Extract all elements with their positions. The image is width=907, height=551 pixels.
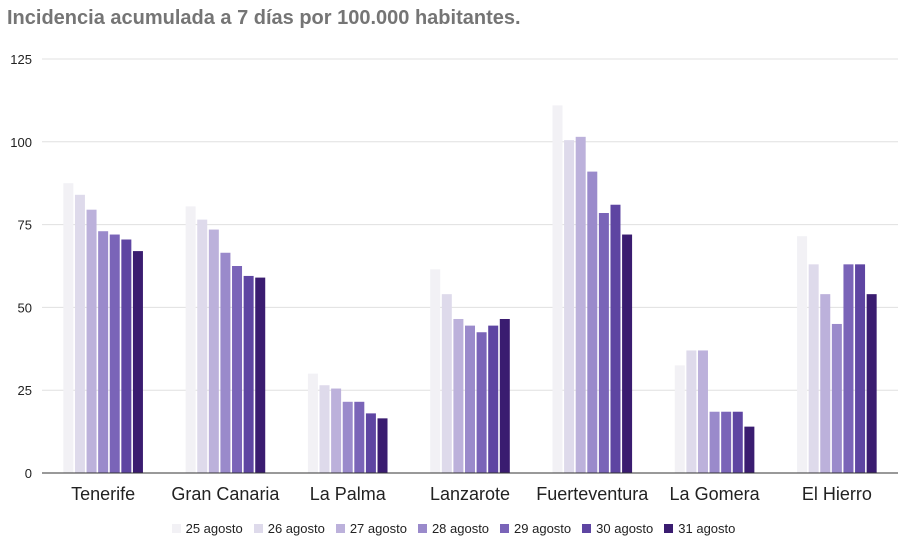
bar xyxy=(843,264,854,473)
bar xyxy=(74,194,85,474)
bars xyxy=(63,105,877,474)
bar xyxy=(63,183,74,473)
bar xyxy=(86,209,97,474)
legend-item[interactable]: 27 agosto xyxy=(335,521,407,536)
legend-item[interactable]: 30 agosto xyxy=(582,521,653,536)
legend-label: 29 agosto xyxy=(514,521,572,536)
x-tick-label: El Hierro xyxy=(802,484,872,504)
x-tick-label: La Gomera xyxy=(670,484,761,504)
bar xyxy=(797,236,808,473)
legend-swatch xyxy=(582,524,592,533)
y-tick-label: 100 xyxy=(10,135,32,150)
legend-label: 26 agosto xyxy=(267,521,325,536)
legend-item[interactable]: 31 agosto xyxy=(664,521,735,536)
bar xyxy=(342,401,353,473)
bar xyxy=(820,294,831,473)
bar xyxy=(377,418,388,473)
bar xyxy=(453,318,464,473)
bar xyxy=(686,350,697,473)
legend-swatch xyxy=(171,524,181,533)
bar xyxy=(598,213,609,473)
bar xyxy=(220,252,231,473)
bar xyxy=(476,332,487,473)
bar xyxy=(208,229,219,473)
x-tick-label: Lanzarote xyxy=(430,484,510,504)
bar xyxy=(587,171,598,473)
bar xyxy=(365,413,376,473)
bar xyxy=(354,401,365,473)
bar xyxy=(488,325,499,473)
legend-swatch xyxy=(500,524,510,533)
bar xyxy=(319,385,330,473)
x-tick-labels: Tenerife Gran Canaria La Palma Lanzarote Fue… xyxy=(71,484,872,504)
legend-label: 30 agosto xyxy=(596,521,654,536)
legend-item[interactable]: 26 agosto xyxy=(253,521,325,536)
bar xyxy=(307,373,318,473)
bar xyxy=(232,266,243,473)
legend-label: 25 agosto xyxy=(185,521,243,536)
bar xyxy=(831,323,842,473)
x-tick-label: Fuerteventura xyxy=(536,484,649,504)
legend-swatch xyxy=(664,524,674,533)
y-tick-labels: 0 25 50 75 100 125 xyxy=(10,52,32,481)
bar xyxy=(674,365,685,473)
bar xyxy=(575,136,586,473)
y-tick-label: 125 xyxy=(10,52,32,67)
bar xyxy=(564,140,575,474)
bar xyxy=(732,411,743,473)
bar xyxy=(441,294,452,473)
x-tick-label: Gran Canaria xyxy=(171,484,280,504)
legend-item[interactable]: 29 agosto xyxy=(500,521,571,536)
bar xyxy=(465,325,475,473)
chart-title: Incidencia acumulada a 7 días por 100.00… xyxy=(7,7,521,29)
bar xyxy=(243,275,254,473)
y-tick-label: 25 xyxy=(18,383,32,398)
bar xyxy=(255,277,266,473)
legend-swatch xyxy=(335,524,345,533)
bar xyxy=(185,206,196,473)
y-tick-label: 0 xyxy=(25,466,32,481)
x-tick-label: Tenerife xyxy=(71,484,135,504)
legend: 25 agosto 26 agosto 27 agosto 28 agosto 29 a… xyxy=(0,521,907,536)
bar xyxy=(499,318,510,473)
legend-swatch xyxy=(253,524,263,533)
legend-label: 27 agosto xyxy=(349,521,407,536)
bar xyxy=(430,269,441,473)
bar xyxy=(610,204,621,473)
bar xyxy=(197,219,208,473)
legend-item[interactable]: 28 agosto xyxy=(417,521,490,536)
x-tick-label: La Palma xyxy=(310,484,387,504)
bar xyxy=(121,239,132,473)
bar xyxy=(855,264,866,473)
legend-swatch xyxy=(417,524,427,533)
bar xyxy=(98,231,109,473)
bar xyxy=(721,411,732,473)
bar xyxy=(622,234,633,473)
bar xyxy=(331,388,342,473)
legend-item[interactable]: 25 agosto xyxy=(171,521,243,536)
bar xyxy=(866,294,877,473)
bar xyxy=(744,426,755,473)
bar xyxy=(552,105,563,474)
y-tick-label: 50 xyxy=(18,300,32,315)
legend-label: 28 agosto xyxy=(431,521,490,536)
y-tick-label: 75 xyxy=(18,218,32,233)
bar xyxy=(808,264,819,473)
bar xyxy=(132,251,143,473)
bar xyxy=(709,411,720,473)
legend-label: 31 agosto xyxy=(678,521,736,536)
bar xyxy=(109,234,120,473)
bar xyxy=(697,350,708,473)
